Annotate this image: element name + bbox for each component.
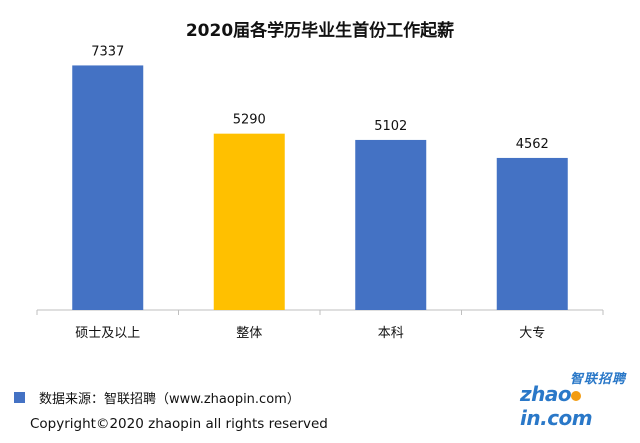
chart-title: 2020届各学历毕业生首份工作起薪 <box>185 21 455 41</box>
category-label: 整体 <box>236 326 262 341</box>
data-label: 7337 <box>91 44 124 59</box>
bar <box>72 65 144 310</box>
source-text: 数据来源：智联招聘（www.zhaopin.com） <box>39 391 300 407</box>
category-label: 大专 <box>519 326 545 341</box>
data-label: 4562 <box>516 137 549 152</box>
category-label: 硕士及以上 <box>75 326 140 341</box>
bar <box>355 139 427 310</box>
source-bullet-icon <box>14 391 25 403</box>
zhaopin-logo: 智联招聘 zhaoin.com <box>518 368 630 430</box>
category-label: 本科 <box>378 326 404 341</box>
logo-cn-text: 智联招聘 <box>569 372 626 387</box>
source-note: 数据来源：智联招聘（www.zhaopin.com） <box>14 388 300 407</box>
logo-dot-icon <box>571 390 582 401</box>
data-label: 5290 <box>233 113 266 128</box>
data-label: 5102 <box>374 119 407 134</box>
bar <box>213 133 285 310</box>
copyright-text: Copyright©2020 zhaopin all rights reserv… <box>30 416 328 432</box>
bar <box>496 157 568 310</box>
logo-en-text: zhaoin.com <box>520 382 593 430</box>
